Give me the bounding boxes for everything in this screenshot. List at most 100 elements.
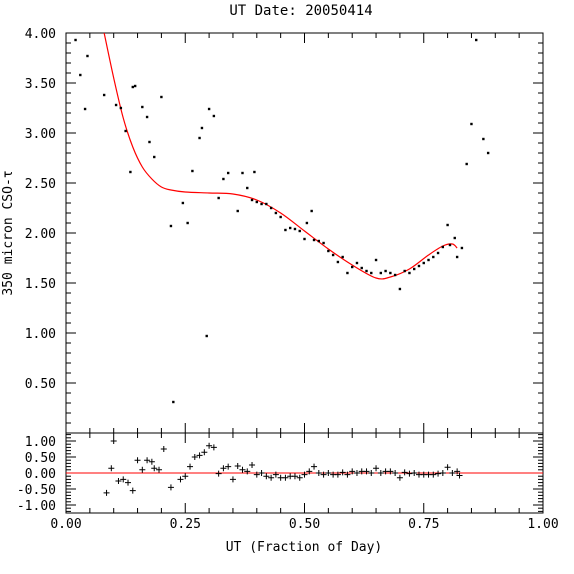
data-point <box>86 54 89 58</box>
data-point <box>205 334 208 338</box>
data-point <box>374 258 378 262</box>
y-tick-label: 1.00 <box>25 327 56 342</box>
residual-point <box>239 466 246 473</box>
data-point <box>265 202 268 206</box>
residual-point <box>411 470 418 476</box>
residual-point <box>315 470 322 476</box>
residual-point <box>311 463 318 470</box>
data-point <box>181 201 185 205</box>
data-point <box>191 169 194 173</box>
y-axis-label: 350 micron CSO-τ <box>1 170 16 295</box>
y-tick-label: 3.00 <box>25 127 56 142</box>
data-point <box>360 266 363 270</box>
residual-point <box>187 463 194 470</box>
residual-point <box>363 468 370 475</box>
residual-point <box>268 474 275 481</box>
data-point <box>119 106 123 110</box>
residual-point <box>160 446 167 452</box>
data-point <box>455 255 459 259</box>
data-point <box>145 115 149 119</box>
data-point <box>148 140 151 144</box>
data-point <box>432 255 435 259</box>
data-point <box>355 261 359 265</box>
data-point <box>169 224 173 228</box>
residual-point <box>201 449 208 456</box>
data-point <box>327 249 330 253</box>
residual-point <box>210 444 217 451</box>
data-point <box>486 151 490 155</box>
data-point <box>441 245 445 249</box>
x-axis-label: UT (Fraction of Day) <box>226 540 383 555</box>
residual-point <box>234 462 241 469</box>
data-point <box>124 129 127 133</box>
residual-point <box>177 476 184 483</box>
data-point <box>253 170 256 174</box>
data-point <box>341 255 344 259</box>
residual-point <box>339 469 346 476</box>
data-point <box>269 206 273 210</box>
data-point <box>102 93 106 97</box>
data-point <box>379 271 383 275</box>
residual-point <box>139 466 146 473</box>
resid-tick-label: 0.50 <box>25 451 56 466</box>
residual-point <box>249 462 256 468</box>
data-point <box>293 227 297 231</box>
data-point <box>322 241 325 245</box>
resid-tick-label: -0.50 <box>17 483 56 498</box>
data-points-layer <box>74 38 490 404</box>
residual-point <box>325 470 332 476</box>
data-point <box>413 267 416 271</box>
residual-point <box>129 487 136 494</box>
data-point <box>172 400 175 404</box>
residual-point <box>206 442 213 449</box>
data-point <box>129 170 132 174</box>
data-point <box>331 253 335 257</box>
data-point <box>460 246 464 250</box>
data-point <box>83 107 87 111</box>
data-point <box>141 105 144 109</box>
residual-point <box>253 471 260 478</box>
x-tick-label: 1.00 <box>527 517 558 532</box>
residual-point <box>229 476 236 483</box>
residual-point <box>444 464 451 471</box>
residual-point <box>392 470 399 476</box>
resid-tick-label: -1.00 <box>17 499 56 514</box>
data-point <box>393 273 397 277</box>
data-point <box>79 73 82 77</box>
residual-point <box>103 489 110 496</box>
data-point <box>160 95 163 99</box>
data-point <box>288 226 292 230</box>
data-point <box>226 171 230 175</box>
data-point <box>284 228 287 232</box>
residual-point <box>182 473 189 480</box>
data-point <box>279 215 282 219</box>
y-tick-label: 3.50 <box>25 77 56 92</box>
data-point <box>453 236 456 240</box>
data-point <box>346 271 349 275</box>
residual-layer <box>66 438 543 496</box>
data-point <box>475 38 478 42</box>
residual-point <box>368 470 375 476</box>
residual-point <box>377 470 384 476</box>
residual-point <box>291 473 298 480</box>
data-point <box>241 171 244 175</box>
residual-point <box>435 470 442 477</box>
residual-point <box>225 463 232 470</box>
residual-point <box>320 471 327 478</box>
data-point <box>317 239 321 243</box>
axis-tick-labels: 0.00 0.25 0.50 0.75 1.000.501.001.502.002.50… <box>17 27 559 532</box>
residual-point <box>120 476 127 483</box>
y-tick-label: 4.00 <box>25 27 56 42</box>
residual-point <box>148 458 155 465</box>
residual-point <box>430 471 437 478</box>
residual-point <box>353 470 360 476</box>
y-tick-label: 2.00 <box>25 227 56 242</box>
x-tick-label: 0.00 <box>50 517 81 532</box>
residual-point <box>258 470 265 476</box>
data-point <box>305 221 309 225</box>
data-point <box>74 38 77 42</box>
residual-point <box>263 473 270 480</box>
residual-point <box>134 457 141 464</box>
